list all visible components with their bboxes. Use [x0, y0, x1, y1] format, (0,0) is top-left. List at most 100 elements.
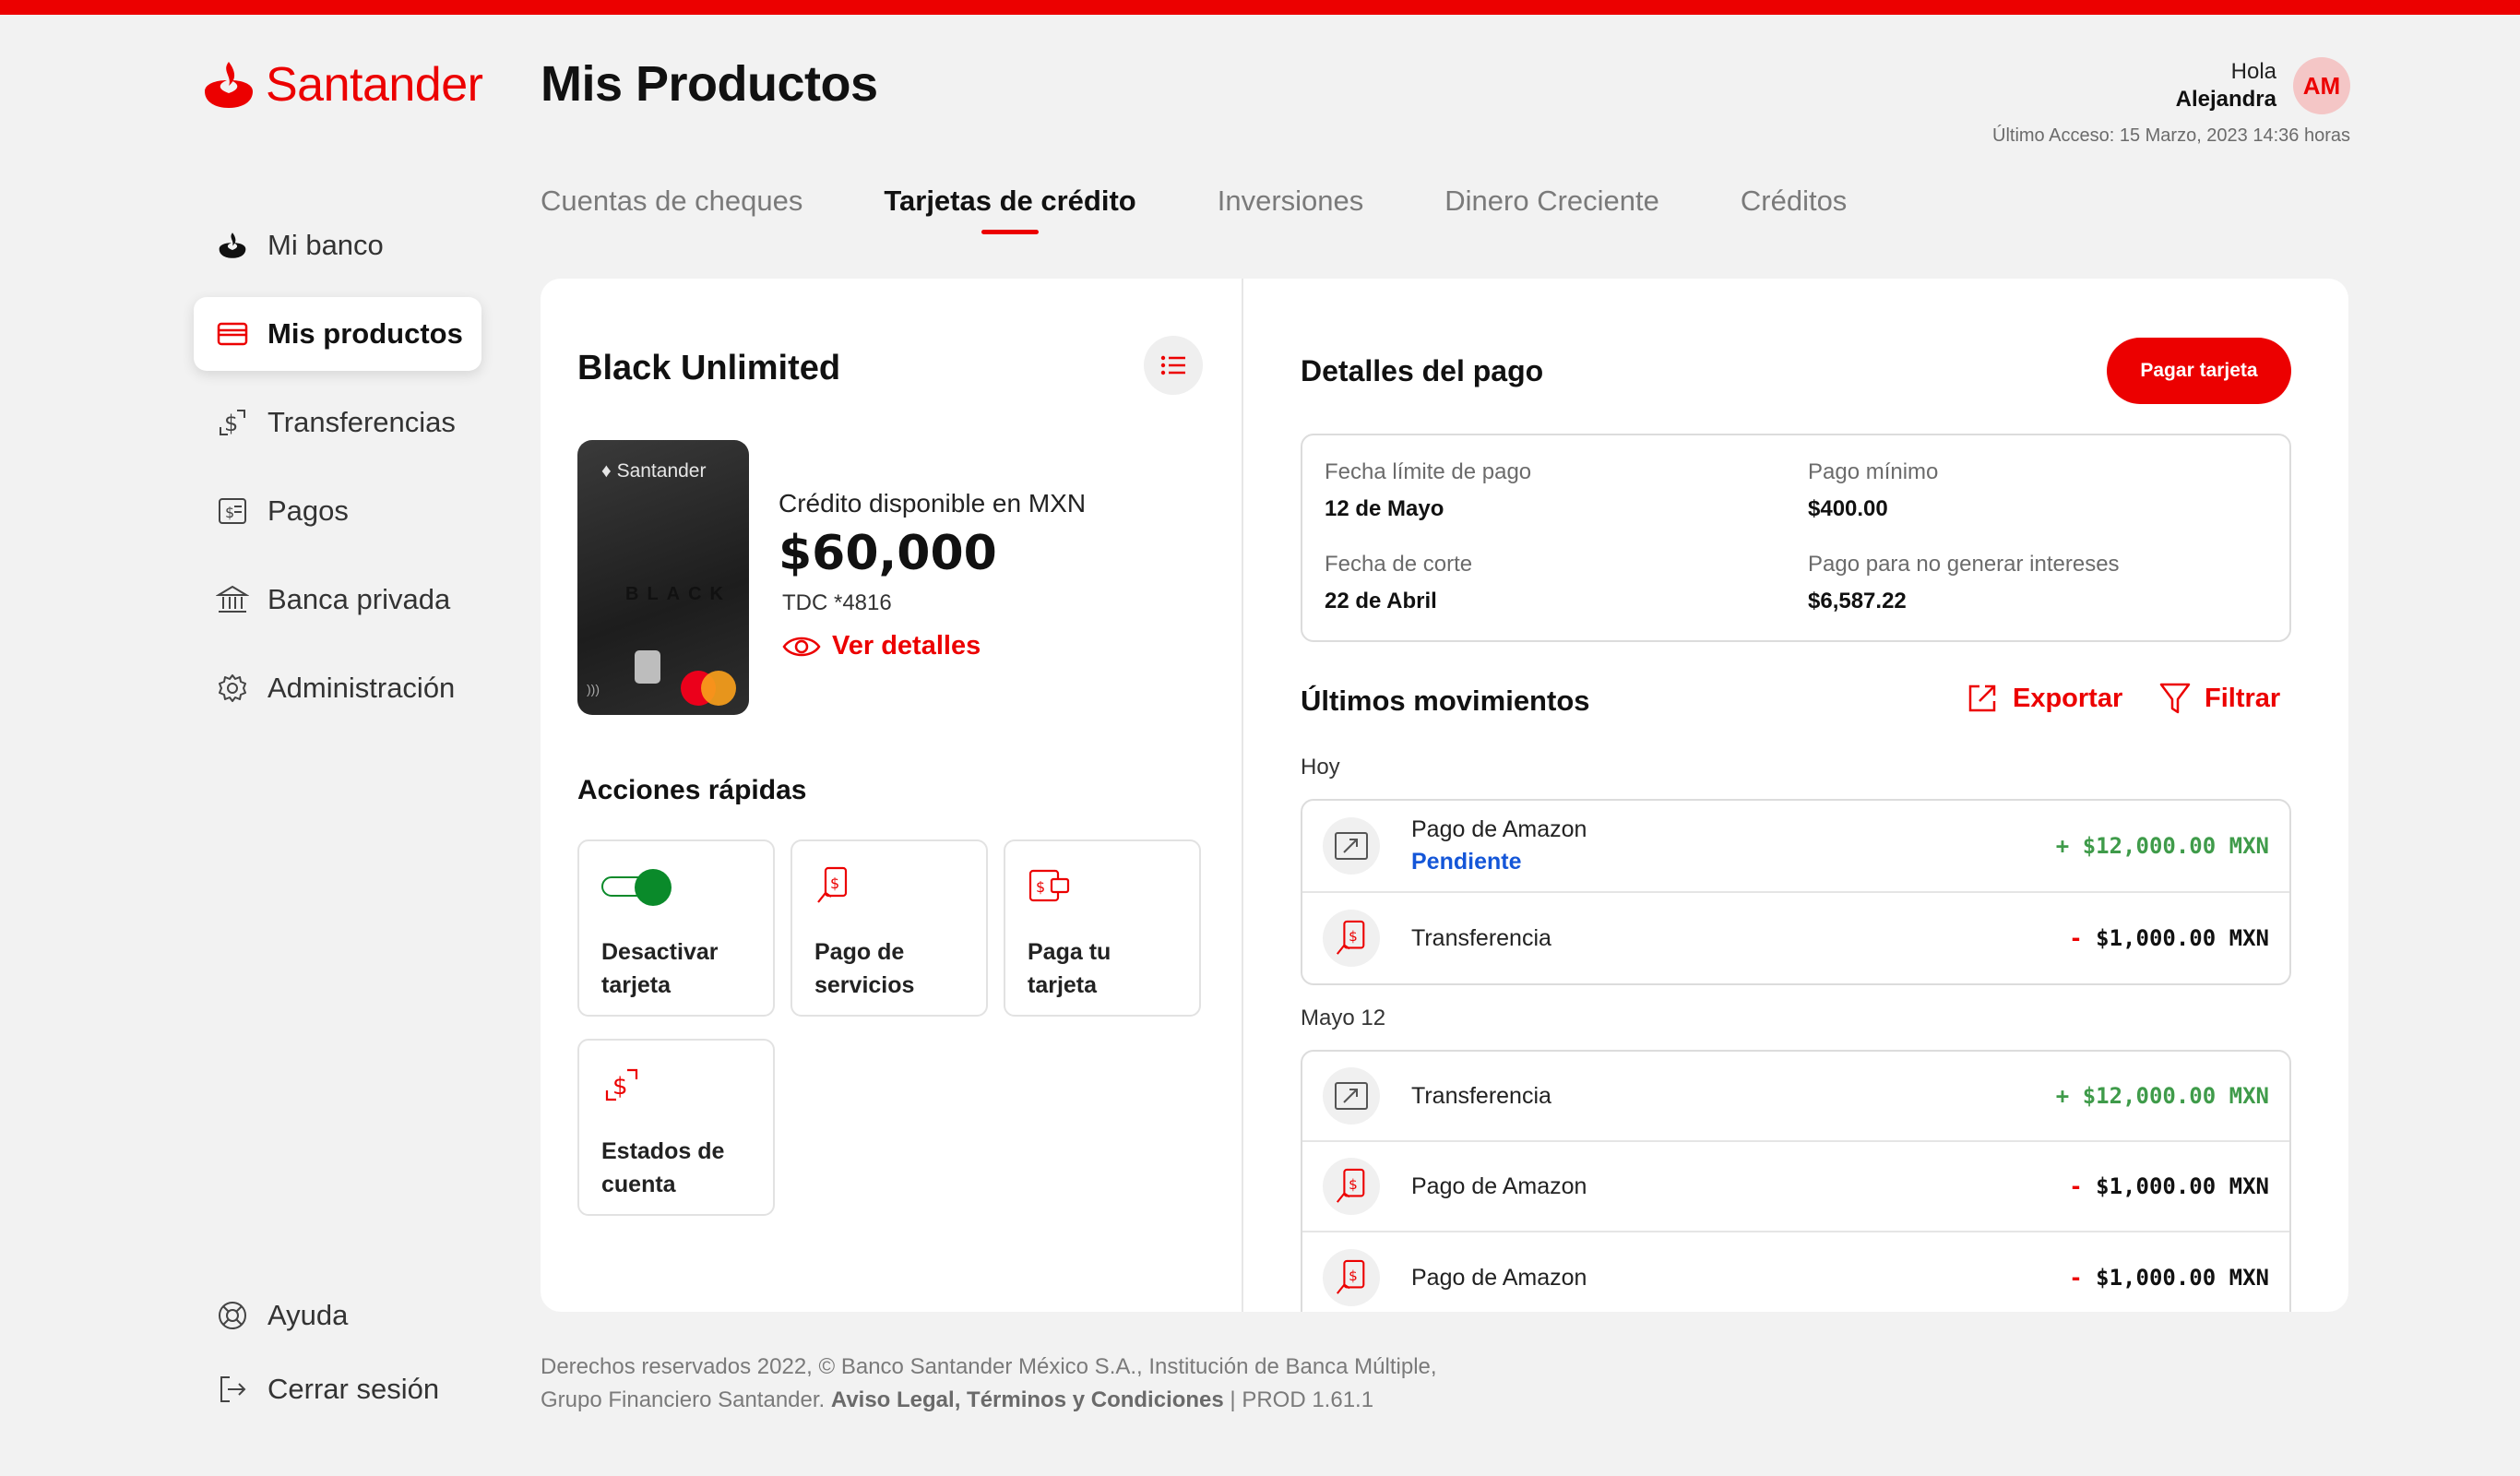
movement-name: Pago de Amazon — [1411, 816, 1587, 842]
santander-logo[interactable]: Santander — [201, 57, 483, 113]
product-tabs: Cuentas de cheques Tarjetas de crédito I… — [541, 184, 1847, 234]
tab-cuentas-de-cheques[interactable]: Cuentas de cheques — [541, 184, 803, 217]
payments-icon: $ — [216, 494, 249, 528]
card-flame-icon: ♦ — [601, 460, 612, 482]
sidebar-item-cerrar-sesion[interactable]: Cerrar sesión — [194, 1352, 481, 1426]
tab-tarjetas-de-credito[interactable]: Tarjetas de crédito — [884, 184, 1135, 234]
help-icon — [216, 1299, 249, 1332]
min-payment-label: Pago mínimo — [1808, 459, 1939, 484]
due-date-label: Fecha límite de pago — [1325, 459, 1532, 484]
movement-row[interactable]: $ Transferencia - $1,000.00 MXN — [1302, 893, 2289, 983]
user-name: Alejandra — [2175, 87, 2276, 112]
payment-hand-icon: $ — [1323, 1158, 1380, 1215]
card-title: Black Unlimited — [577, 349, 841, 387]
footer-line-1: Derechos reservados 2022, © Banco Santan… — [541, 1354, 1437, 1379]
user-greeting: Hola — [2230, 59, 2276, 84]
due-date-value: 12 de Mayo — [1325, 496, 1444, 521]
quick-action-label: Desactivar tarjeta — [601, 939, 719, 998]
payment-details-title: Detalles del pago — [1301, 354, 1544, 387]
svg-text:$: $ — [1349, 1176, 1358, 1193]
pay-card-button[interactable]: Pagar tarjeta — [2107, 338, 2291, 404]
sidebar-item-transferencias[interactable]: $ Transferencias — [194, 386, 481, 459]
movement-row[interactable]: $ Pago de Amazon - $1,000.00 MXN — [1302, 1142, 2289, 1232]
quick-action-desactivar-tarjeta[interactable]: Desactivar tarjeta — [577, 839, 775, 1017]
incoming-icon — [1323, 817, 1380, 875]
movement-name: Pago de Amazon — [1411, 1264, 1587, 1291]
sidebar-item-administracion[interactable]: Administración — [194, 651, 481, 725]
payment-hand-icon: $ — [1323, 1249, 1380, 1306]
movement-row[interactable]: $ Pago de Amazon - $1,000.00 MXN — [1302, 1232, 2289, 1312]
svg-text:$: $ — [1349, 1268, 1358, 1284]
main-panel: Black Unlimited ♦ Santander BLACK ))) Cr… — [541, 279, 2348, 1312]
page-title: Mis Productos — [541, 56, 878, 112]
export-link[interactable]: Exportar — [1965, 681, 2122, 716]
movement-amount: - $1,000.00 MXN — [2069, 925, 2269, 951]
view-details-label: Ver detalles — [832, 631, 981, 661]
svg-text:$: $ — [224, 411, 238, 436]
filter-link[interactable]: Filtrar — [2158, 681, 2280, 716]
export-icon — [1968, 684, 1996, 712]
sidebar-bottom: Ayuda Cerrar sesión — [194, 1279, 481, 1426]
card-brand: ♦ Santander — [601, 460, 707, 482]
movement-group-hoy: Pago de Amazon Pendiente + $12,000.00 MXN… — [1301, 799, 2291, 985]
toggle-icon[interactable] — [601, 869, 672, 906]
movement-status: Pendiente — [1411, 849, 1522, 875]
credit-card-image[interactable]: ♦ Santander BLACK ))) — [577, 440, 749, 715]
legal-link[interactable]: Aviso Legal, Términos y Condiciones — [830, 1387, 1224, 1412]
quick-action-label: Estados de cuenta — [601, 1138, 725, 1197]
card-icon — [216, 317, 249, 351]
quick-action-estados-de-cuenta[interactable]: $ Estados de cuenta — [577, 1039, 775, 1216]
payment-hand-icon: $ — [1323, 910, 1380, 967]
sidebar-item-banca-privada[interactable]: Banca privada — [194, 563, 481, 637]
sidebar-item-label: Mi banco — [267, 229, 384, 261]
brand-name: Santander — [266, 58, 483, 112]
quick-action-pago-de-servicios[interactable]: $ Pago de servicios — [790, 839, 988, 1017]
tab-inversiones[interactable]: Inversiones — [1217, 184, 1364, 217]
filter-icon — [2159, 683, 2191, 714]
cut-date-value: 22 de Abril — [1325, 589, 1437, 613]
transfer-icon: $ — [216, 406, 249, 439]
user-block[interactable]: Hola Alejandra AM — [2176, 57, 2350, 114]
movement-name: Transferencia — [1411, 924, 1551, 951]
santander-flame-icon — [205, 62, 253, 108]
view-details-link[interactable]: Ver detalles — [782, 631, 981, 661]
logout-icon — [216, 1373, 249, 1406]
footer-line-2: Grupo Financiero Santander. Aviso Legal,… — [541, 1387, 1374, 1412]
quick-action-paga-tu-tarjeta[interactable]: $ Paga tu tarjeta — [1004, 839, 1201, 1017]
svg-text:$: $ — [612, 1073, 628, 1101]
credit-label: Crédito disponible en MXN — [779, 489, 1087, 518]
cut-date-label: Fecha de corte — [1325, 552, 1473, 577]
contactless-icon: ))) — [587, 682, 600, 696]
movement-group-mayo-12: Transferencia + $12,000.00 MXN $ Pago de… — [1301, 1050, 2291, 1312]
santander-flame-icon — [216, 229, 249, 262]
card-list-button[interactable] — [1144, 336, 1203, 395]
sidebar-item-label: Banca privada — [267, 583, 451, 615]
movement-amount: + $12,000.00 MXN — [2055, 1083, 2269, 1109]
sidebar-item-pagos[interactable]: $ Pagos — [194, 474, 481, 548]
due-date-cell: Fecha límite de pago 12 de Mayo — [1325, 459, 1531, 522]
movements-title: Últimos movimientos — [1301, 684, 1590, 717]
export-label: Exportar — [2013, 683, 2123, 713]
min-payment-cell: Pago mínimo $400.00 — [1808, 459, 1938, 522]
tab-creditos[interactable]: Créditos — [1740, 184, 1848, 217]
sidebar-item-ayuda[interactable]: Ayuda — [194, 1279, 481, 1352]
cut-date-cell: Fecha de corte 22 de Abril — [1325, 552, 1472, 614]
footer: Derechos reservados 2022, © Banco Santan… — [541, 1351, 1437, 1417]
svg-text:$: $ — [1036, 878, 1045, 896]
service-payment-icon: $ — [817, 866, 848, 903]
card-chip — [635, 650, 660, 684]
gear-icon — [216, 672, 249, 705]
quick-actions-title: Acciones rápidas — [577, 775, 807, 805]
movement-group-label: Hoy — [1301, 755, 1340, 780]
sidebar-item-mi-banco[interactable]: Mi banco — [194, 208, 481, 282]
tab-dinero-creciente[interactable]: Dinero Creciente — [1444, 184, 1659, 217]
svg-text:$: $ — [830, 875, 839, 892]
svg-text:$: $ — [225, 504, 234, 521]
movement-row[interactable]: Pago de Amazon Pendiente + $12,000.00 MXN — [1302, 801, 2289, 893]
sidebar-item-label: Pagos — [267, 494, 349, 527]
sidebar-item-mis-productos[interactable]: Mis productos — [194, 297, 481, 371]
avatar[interactable]: AM — [2293, 57, 2350, 114]
movement-amount: + $12,000.00 MXN — [2055, 833, 2269, 859]
movement-name: Pago de Amazon — [1411, 1172, 1587, 1199]
movement-row[interactable]: Transferencia + $12,000.00 MXN — [1302, 1052, 2289, 1142]
